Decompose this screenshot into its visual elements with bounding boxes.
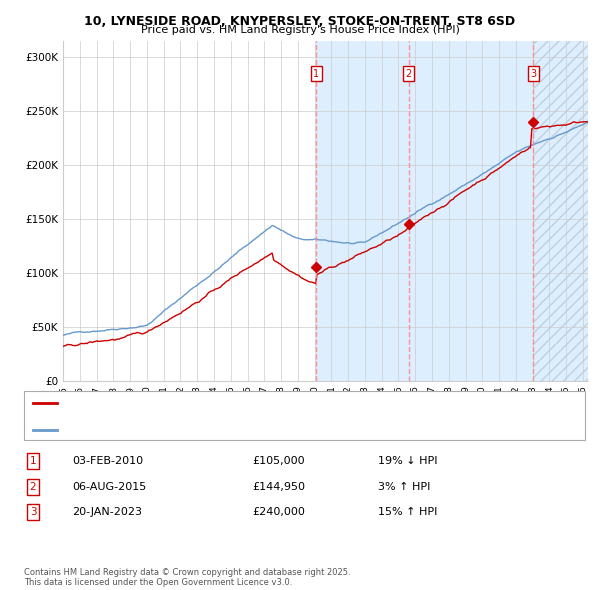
Bar [316, 41, 409, 381]
Text: HPI: Average price, semi-detached house, Staffordshire Moorlands: HPI: Average price, semi-detached house,… [60, 425, 384, 435]
Text: 1: 1 [313, 68, 319, 78]
Text: £144,950: £144,950 [252, 482, 305, 491]
Text: 1: 1 [29, 457, 37, 466]
Text: 2: 2 [406, 68, 412, 78]
Text: Contains HM Land Registry data © Crown copyright and database right 2025.
This d: Contains HM Land Registry data © Crown c… [24, 568, 350, 587]
Text: 2: 2 [29, 482, 37, 491]
Text: 20-JAN-2023: 20-JAN-2023 [72, 507, 142, 517]
Text: 3: 3 [530, 68, 536, 78]
Text: £105,000: £105,000 [252, 457, 305, 466]
Text: 03-FEB-2010: 03-FEB-2010 [72, 457, 143, 466]
Text: 06-AUG-2015: 06-AUG-2015 [72, 482, 146, 491]
Text: 10, LYNESIDE ROAD, KNYPERSLEY, STOKE-ON-TRENT, ST8 6SD (semi-detached house): 10, LYNESIDE ROAD, KNYPERSLEY, STOKE-ON-… [60, 398, 481, 408]
Bar [409, 41, 588, 381]
Text: 3: 3 [29, 507, 37, 517]
Text: £240,000: £240,000 [252, 507, 305, 517]
Bar [533, 41, 588, 381]
Text: 3% ↑ HPI: 3% ↑ HPI [378, 482, 430, 491]
Text: 10, LYNESIDE ROAD, KNYPERSLEY, STOKE-ON-TRENT, ST8 6SD: 10, LYNESIDE ROAD, KNYPERSLEY, STOKE-ON-… [85, 15, 515, 28]
Text: Price paid vs. HM Land Registry's House Price Index (HPI): Price paid vs. HM Land Registry's House … [140, 25, 460, 35]
Text: 19% ↓ HPI: 19% ↓ HPI [378, 457, 437, 466]
Text: 15% ↑ HPI: 15% ↑ HPI [378, 507, 437, 517]
